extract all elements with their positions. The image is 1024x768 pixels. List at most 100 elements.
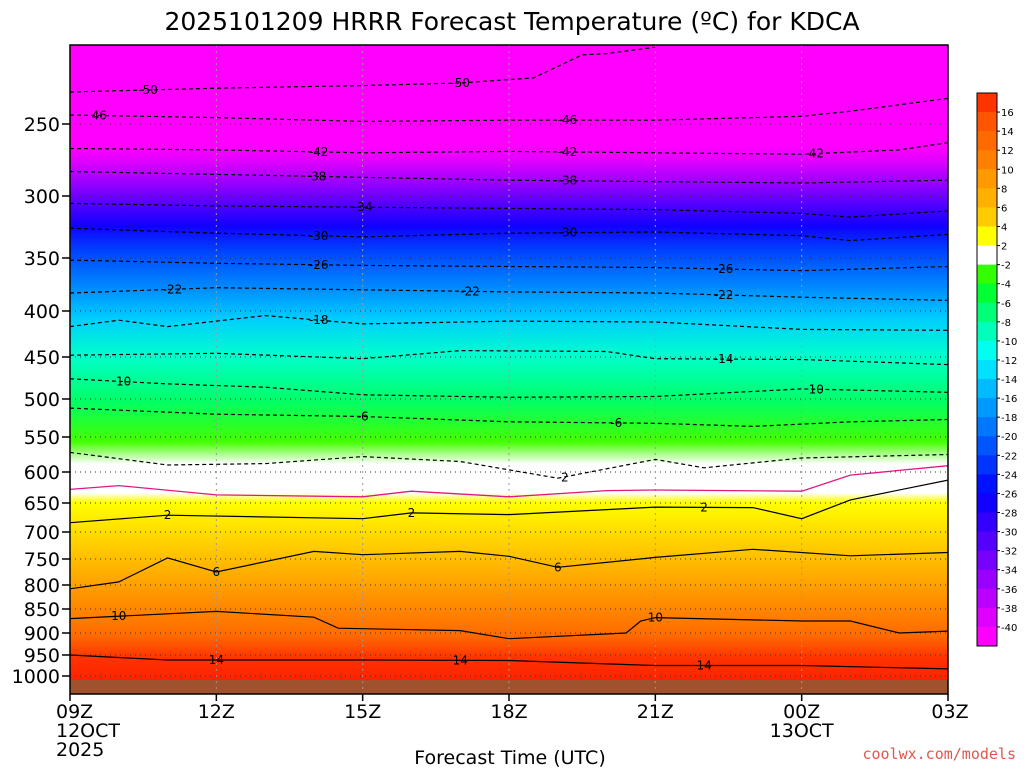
contour-line [69,378,949,398]
colorbar-swatch [977,245,997,266]
contour-line [69,170,949,184]
temperature-field [70,45,948,680]
contour-line [69,46,656,93]
contour-label: -26 [714,262,734,276]
contour-label: 14 [209,653,224,667]
colorbar-label: 2 [1001,242,1007,253]
x-tick-label: 15Z [344,701,381,723]
contour-label: 6 [554,560,562,574]
contour-label: -30 [558,226,578,240]
contour-label: -42 [309,145,329,159]
contour-label: 14 [696,659,711,673]
colorbar-swatch [977,455,997,475]
colorbar-swatch [977,93,997,113]
contour-line [69,654,949,670]
contour-label: -26 [309,258,329,272]
contour-line [69,548,949,590]
contour-label: -14 [714,352,734,366]
y-tick-label: 800 [24,575,60,597]
colorbar-label: -16 [1001,394,1017,405]
y-tick-label: 300 [24,186,60,208]
colorbar-swatch [977,112,997,132]
colorbar-swatch [977,417,997,437]
contour-line [69,610,949,640]
colorbar-swatch [977,531,997,552]
x-axis-title: Forecast Time (UTC) [414,747,605,768]
colorbar-swatch [977,550,997,571]
colorbar-label: -40 [1001,623,1017,634]
contour-label: 14 [453,653,468,667]
contour-line [69,142,949,155]
contour-line [69,407,949,428]
colorbar-swatch [977,226,997,247]
contour-label: -50 [450,76,470,90]
y-tick-label: 450 [24,347,60,369]
y-tick-label: 850 [24,599,60,621]
contour-label: 6 [213,565,221,579]
y-tick-label: 500 [24,389,60,411]
colorbar-label: -24 [1001,470,1017,481]
colorbar-frame [976,92,998,647]
x-tick-label: 12Z [198,701,235,723]
y-tick-label: 900 [24,623,60,645]
y-tick-label: 1000 [12,666,60,688]
colorbar-swatch [977,607,997,628]
x-tick-label: 2025 [56,739,104,761]
colorbar-swatch [977,588,997,609]
contour-label: -18 [309,313,329,327]
y-tick-label: 700 [24,522,60,544]
contour-line [69,314,949,331]
contour-label: 38 [311,169,326,183]
contour-label: 10 [111,609,126,623]
contour-label: -6 [357,409,369,423]
colorbar-label: 16 [1001,108,1014,119]
colorbar-swatch [977,398,997,418]
contour-line [69,451,949,479]
colorbar-swatch [977,626,997,647]
colorbar-swatch [977,264,997,285]
x-tick-label: 12OCT [56,720,120,742]
contour-label: -30 [309,229,329,243]
colorbar-label: -8 [1001,318,1011,329]
colorbar-label: 4 [1001,222,1007,233]
credit-text: coolwx.com/models [862,745,1016,763]
colorbar-label: -28 [1001,509,1017,520]
colorbar-label: -10 [1001,337,1017,348]
contour-label: -22 [714,288,734,302]
colorbar-swatch [977,188,997,208]
grid-layer [70,45,948,694]
colorbar-swatch [977,340,997,361]
colorbar-swatch [977,321,997,342]
colorbar-label: -14 [1001,375,1017,386]
x-tick-label: 21Z [637,701,674,723]
contour-label: 2 [700,500,708,514]
colorbar-label: -12 [1001,356,1017,367]
contour-label: 10 [648,611,663,625]
y-tick-label: 600 [24,462,60,484]
colorbar-swatch [977,283,997,304]
contour-label: -46 [558,113,578,127]
colorbar-label: -36 [1001,585,1017,596]
contour-label: 10 [809,382,824,396]
colorbar-label: -4 [1001,280,1011,291]
colorbar-label: 14 [1001,127,1014,138]
colorbar-swatch [977,436,997,456]
colorbar-label: 12 [1001,146,1014,157]
x-tick-label: 09Z [56,701,93,723]
contour-label: 2 [408,506,416,520]
colorbar-swatch [977,131,997,151]
colorbar-swatch [977,512,997,533]
colorbar-label: 6 [1001,203,1007,214]
colorbar-label: -20 [1001,432,1017,443]
colorbar-swatch [977,359,997,380]
contour-line [69,259,949,272]
colorbar-label: 8 [1001,184,1007,195]
y-tick-label: 550 [24,427,60,449]
y-tick-label: 400 [24,301,60,323]
colorbar-label: -32 [1001,547,1017,558]
colorbar-label: -34 [1001,566,1017,577]
y-tick-label: 750 [24,549,60,571]
colorbar-swatch [977,569,997,590]
